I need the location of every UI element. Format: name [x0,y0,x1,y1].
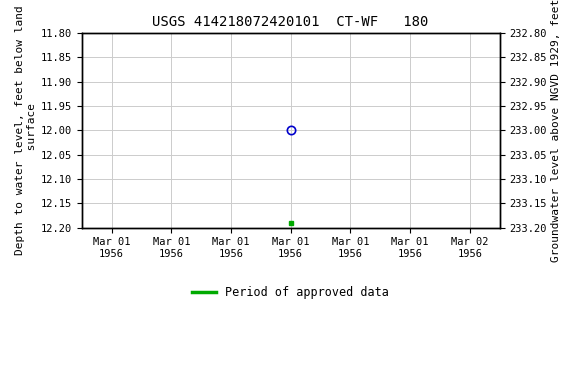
Y-axis label: Groundwater level above NGVD 1929, feet: Groundwater level above NGVD 1929, feet [551,0,561,262]
Y-axis label: Depth to water level, feet below land
 surface: Depth to water level, feet below land su… [15,5,37,255]
Title: USGS 414218072420101  CT-WF   180: USGS 414218072420101 CT-WF 180 [153,15,429,29]
Legend: Period of approved data: Period of approved data [187,281,394,304]
